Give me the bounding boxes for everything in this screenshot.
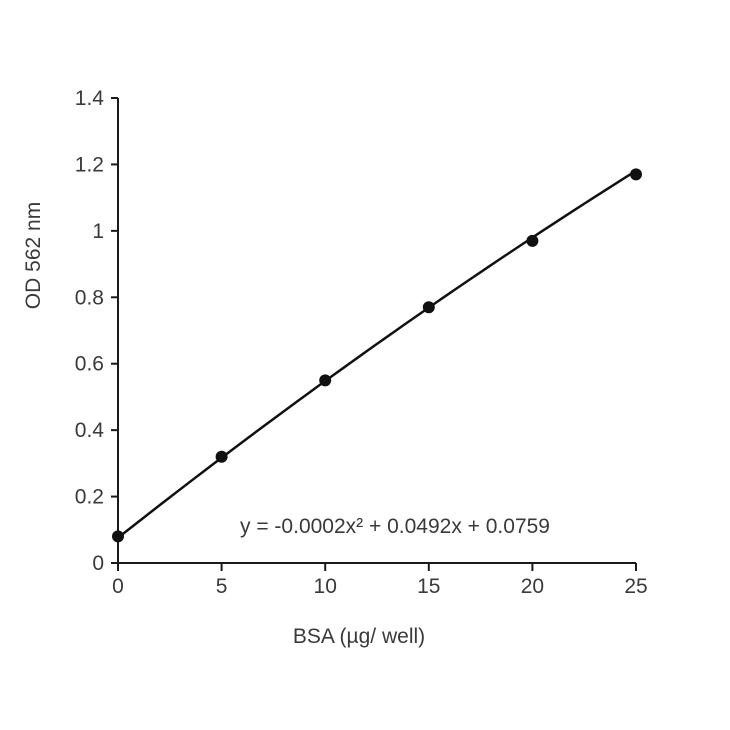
data-point [112, 530, 124, 543]
y-tick-label: 0 [92, 552, 104, 575]
y-tick-label: 1.4 [75, 87, 105, 110]
data-point [319, 374, 332, 387]
trendline-equation: y = -0.0002x² + 0.0492x + 0.0759 [240, 515, 550, 538]
y-axis-ticks: 0 0.2 0.4 0.6 0.8 1 1.2 1.4 [75, 87, 118, 575]
x-tick-label: 10 [314, 575, 337, 598]
y-tick-label: 0.6 [75, 353, 104, 376]
x-axis-ticks: 0 5 10 15 20 25 [112, 563, 648, 598]
x-tick-label: 15 [417, 575, 440, 598]
x-tick-label: 0 [112, 575, 124, 598]
x-axis-label: BSA (µg/ well) [293, 625, 425, 648]
data-point [422, 301, 435, 314]
x-tick-label: 20 [521, 575, 544, 598]
x-tick-label: 5 [216, 575, 228, 598]
y-tick-label: 1 [92, 220, 104, 243]
x-tick-label: 25 [624, 575, 647, 598]
y-axis-label: OD 562 nm [22, 202, 45, 309]
data-point [215, 450, 228, 463]
data-point [630, 168, 642, 181]
y-tick-label: 0.2 [75, 486, 104, 509]
data-points [112, 168, 642, 543]
data-point [526, 234, 539, 247]
y-tick-label: 0.4 [75, 419, 105, 442]
trendline-curve [117, 169, 637, 539]
y-tick-label: 0.8 [75, 286, 104, 309]
y-tick-label: 1.2 [75, 153, 104, 176]
